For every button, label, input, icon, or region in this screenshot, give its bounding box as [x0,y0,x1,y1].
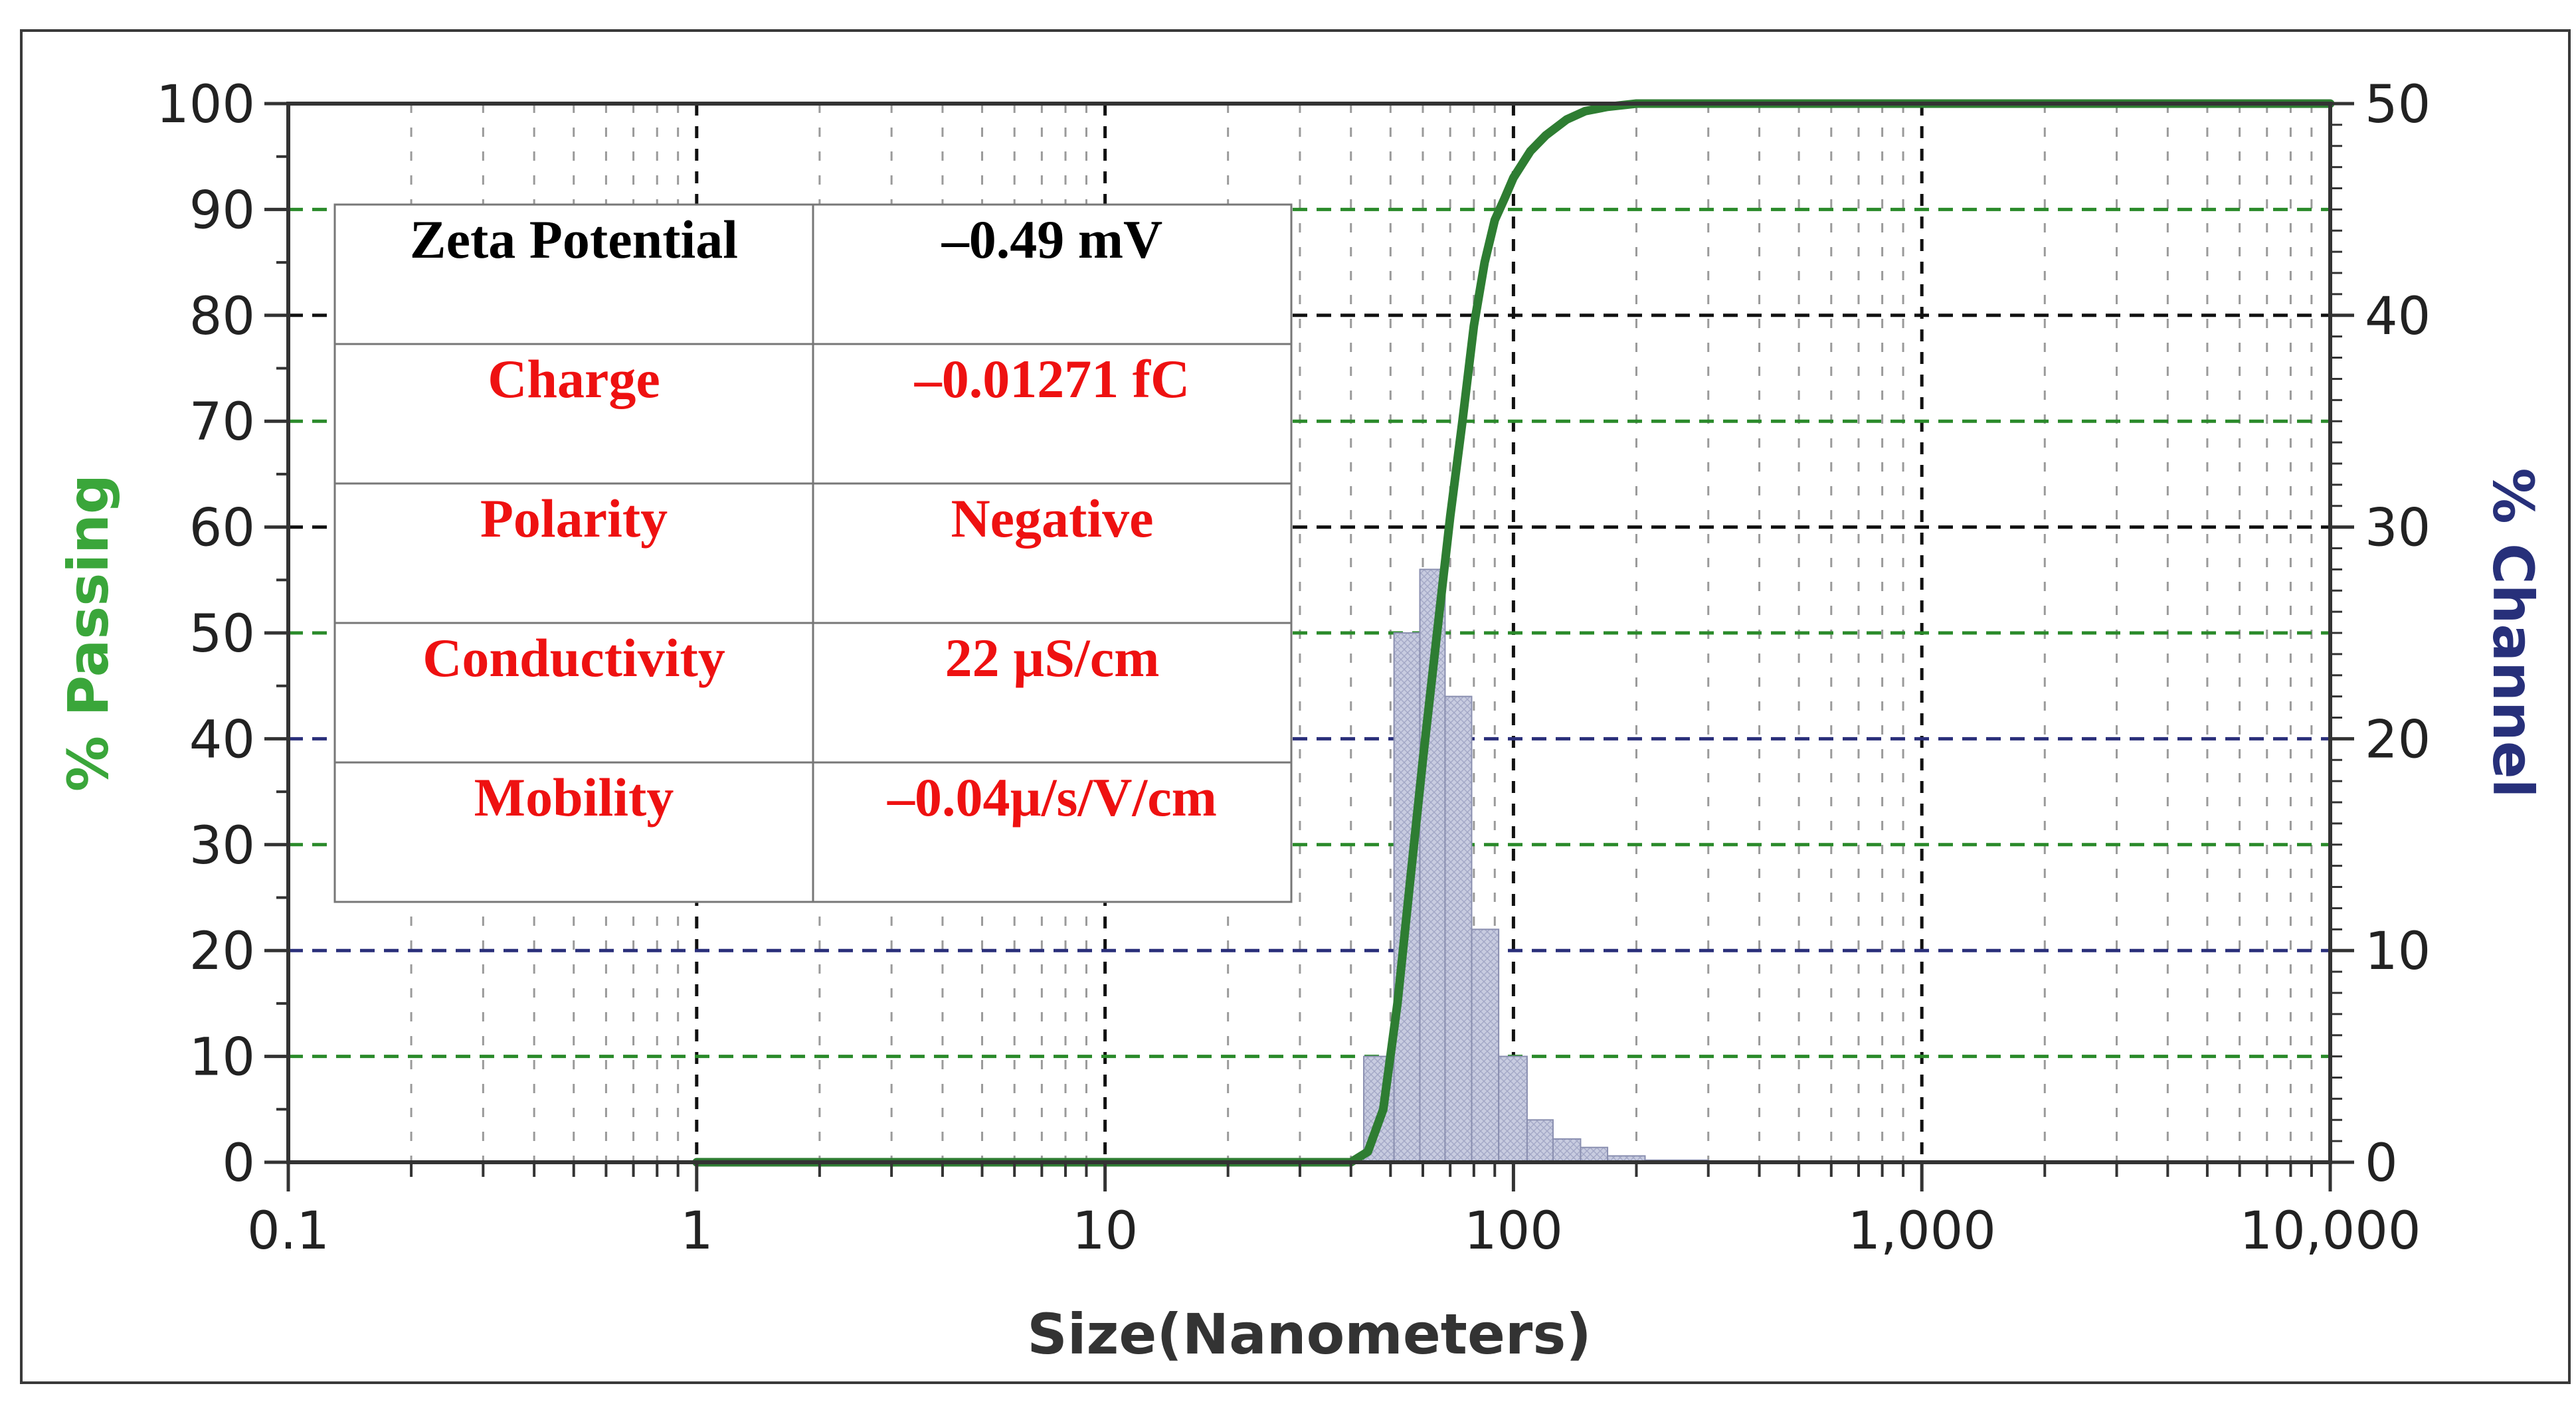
y-left-tick-label: 0 [222,1134,255,1193]
x-axis-title: Size(Nanometers) [1027,1302,1591,1367]
y-left-tick-label: 70 [189,393,255,452]
x-tick-label: 100 [1464,1201,1563,1261]
table-value: Negative [951,488,1153,549]
table-value: ‒0.01271 fC [914,349,1190,409]
table-value: 22 µS/cm [945,628,1160,688]
y-right-axis-title: % Channel [2480,468,2545,798]
y-left-axis-title: % Passing [56,474,121,792]
table-label: Charge [488,349,660,409]
y-right-tick-label: 40 [2365,287,2431,347]
table-label: Conductivity [422,628,725,688]
channel-bar [1526,1119,1554,1163]
y-left-tick-label: 60 [189,499,255,559]
x-tick-label: 10 [1072,1201,1138,1261]
x-tick-label: 1,000 [1848,1201,1996,1261]
y-left-tick-label: 30 [189,816,255,876]
y-right-tick-label: 10 [2365,922,2431,982]
channel-bar [1552,1138,1582,1164]
channel-bar [1444,695,1473,1163]
y-right-tick-label: 0 [2365,1134,2398,1193]
channel-bar [1471,928,1500,1163]
table-label: Mobility [474,767,674,828]
y-right-tick-label: 30 [2365,499,2431,559]
table-label: Polarity [480,488,668,549]
chart: 0.1 1 10 100 1,000 10,00001020304050607080901… [56,75,2545,1367]
channel-bar [1498,1055,1528,1163]
table-label: Zeta Potential [410,209,738,270]
table-value: ‒0.04µ/s/V/cm [887,767,1217,828]
passing-line [692,99,2335,1167]
channel-bar [1580,1146,1609,1163]
x-tick-label: 1 [680,1201,713,1261]
y-left-tick-label: 80 [189,287,255,347]
y-left-tick-label: 20 [189,922,255,982]
y-left-tick-label: 10 [189,1028,255,1088]
x-tick-label: 0.1 [247,1201,329,1261]
chart-frame: 0.1 1 10 100 1,000 10,000 0 10 20 30 40 50 60 70 80 90 1… [20,29,2571,1384]
y-left-tick-label: 100 [156,75,255,135]
y-left-tick-label: 50 [189,604,255,664]
y-right-tick-label: 50 [2365,75,2431,135]
x-tick-label: 10,000 [2240,1201,2421,1261]
y-left-tick-label: 90 [189,181,255,240]
y-right-tick-label: 20 [2365,710,2431,770]
y-left-tick-label: 40 [189,710,255,770]
table-value: ‒0.49 mV [941,209,1163,270]
